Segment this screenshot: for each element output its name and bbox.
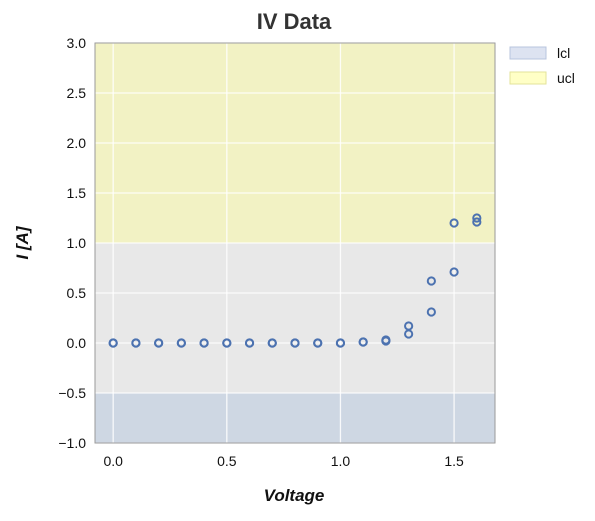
data-point (313, 338, 323, 348)
legend: lcl ucl (509, 45, 575, 86)
data-point (108, 338, 118, 348)
y-tick-label: 3.0 (67, 35, 87, 51)
x-tick-label: 0.5 (217, 453, 237, 469)
data-points (108, 213, 482, 348)
plot-frame (94, 42, 496, 444)
y-tick-labels: −1.0 −0.5 0.0 0.5 1.0 1.5 2.0 2.5 3.0 (58, 35, 86, 451)
data-point (472, 217, 482, 227)
x-tick-label: 1.5 (444, 453, 464, 469)
y-tick-label: 0.0 (67, 335, 87, 351)
y-tick-label: 2.5 (67, 85, 87, 101)
data-point (404, 321, 414, 331)
data-point (176, 338, 186, 348)
data-point (358, 337, 368, 347)
data-point (426, 307, 436, 317)
data-point (449, 218, 459, 228)
x-tick-labels: 0.0 0.5 1.0 1.5 (103, 453, 464, 469)
legend-label-lcl: lcl (557, 45, 570, 61)
y-tick-label: 2.0 (67, 135, 87, 151)
y-axis-label: I [A] (13, 225, 32, 259)
legend-label-ucl: ucl (557, 70, 575, 86)
data-point (472, 213, 482, 223)
band-lcl (95, 393, 495, 443)
data-point (449, 267, 459, 277)
data-point (222, 338, 232, 348)
data-point (267, 338, 277, 348)
data-point (199, 338, 209, 348)
data-point (381, 335, 391, 345)
y-tick-label: 1.5 (67, 185, 87, 201)
x-tick-label: 1.0 (331, 453, 351, 469)
legend-swatch-ucl (509, 71, 547, 85)
x-tick-label: 0.0 (103, 453, 123, 469)
y-tick-label: −0.5 (58, 385, 86, 401)
y-tick-label: 1.0 (67, 235, 87, 251)
data-point (244, 338, 255, 348)
data-point (335, 338, 346, 348)
legend-swatch-lcl (509, 46, 547, 60)
data-point (290, 338, 300, 348)
x-axis-label: Voltage (264, 486, 325, 505)
data-point (131, 338, 141, 348)
data-point (154, 338, 164, 348)
data-point (426, 276, 436, 286)
y-tick-label: 0.5 (67, 285, 87, 301)
chart-title: IV Data (257, 9, 332, 34)
y-tick-label: −1.0 (58, 435, 86, 451)
